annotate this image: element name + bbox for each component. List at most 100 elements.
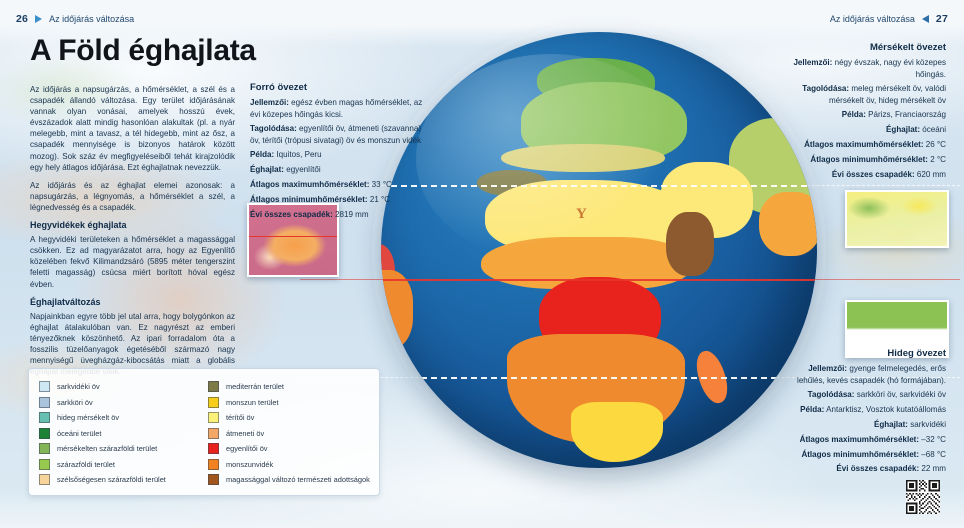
row-label: Jellemzői: bbox=[808, 364, 848, 374]
cold-zone-heading: Hideg övezet bbox=[887, 348, 946, 359]
legend-swatch bbox=[39, 412, 50, 423]
legend-swatch bbox=[208, 396, 219, 408]
legend-swatch bbox=[39, 443, 50, 454]
row-label: Jellemzői: bbox=[250, 98, 289, 108]
row-value: Antarktisz, Vosztok kutatóállomás bbox=[826, 405, 946, 415]
row-value: meleg mérsékelt öv, valódi mérsékelt öv,… bbox=[828, 84, 946, 105]
legend-item-label: mediterrán terület bbox=[226, 382, 284, 391]
row-value: egész évben magas hőmérséklet, az évi kö… bbox=[250, 98, 423, 119]
row-value: egyenlítői bbox=[286, 165, 321, 175]
row-label: Átlagos maximumhőmérséklet: bbox=[804, 140, 924, 150]
row-value: 21 °C bbox=[369, 194, 391, 204]
qr-code[interactable] bbox=[906, 480, 940, 514]
left-text-column: Az időjárás a napsugárzás, a hőmérséklet… bbox=[30, 84, 235, 384]
legend-swatch bbox=[39, 458, 50, 470]
row-value: sarkköri öv, sarkvidéki öv bbox=[856, 390, 946, 400]
page-number-left: 26 bbox=[16, 13, 29, 25]
cold-zone-row: Évi összes csapadék: 22 mm bbox=[782, 463, 946, 474]
row-label: Átlagos maximumhőmérséklet: bbox=[799, 434, 920, 444]
legend-item-label: monszunvidék bbox=[226, 459, 274, 469]
row-value: Párizs, Franciaország bbox=[868, 110, 946, 120]
legend-item: mérsékelten szárazföldi terület bbox=[39, 441, 202, 456]
temperate-zone-row: Tagolódása: meleg mérsékelt öv, valódi m… bbox=[782, 83, 946, 106]
legend-item-label: egyenlítői öv bbox=[226, 444, 268, 453]
cold-zone-row: Példa: Antarktisz, Vosztok kutatóállomás bbox=[782, 404, 946, 415]
climate-change-heading: Éghajlatváltozás bbox=[30, 296, 101, 307]
cold-zone-row: Tagolódása: sarkköri öv, sarkvidéki öv bbox=[782, 389, 946, 400]
hot-zone-row: Átlagos minimumhőmérséklet: 21 °C bbox=[250, 194, 425, 205]
row-label: Példa: bbox=[250, 150, 275, 160]
row-label: Évi összes csapadék: bbox=[836, 464, 920, 474]
row-value: –68 °C bbox=[921, 449, 946, 459]
legend-item-label: hideg mérsékelt öv bbox=[57, 413, 120, 422]
row-label: Átlagos minimumhőmérséklet: bbox=[250, 194, 368, 204]
legend-swatch bbox=[208, 458, 219, 470]
row-label: Átlagos maximumhőmérséklet: bbox=[250, 180, 370, 190]
legend-item: átmeneti öv bbox=[208, 426, 371, 441]
legend-swatch bbox=[39, 381, 50, 392]
legend-item-label: térítői öv bbox=[226, 413, 255, 422]
legend-item: hideg mérsékelt öv bbox=[39, 410, 202, 425]
row-label: Éghajlat: bbox=[873, 419, 908, 429]
row-value: Iquitos, Peru bbox=[276, 150, 322, 160]
map-legend: sarkvidéki öv sarkköri öv hideg mérsékelt … bbox=[28, 368, 380, 496]
row-label: Tagolódása: bbox=[250, 124, 297, 134]
row-value: négy évszak, nagy évi közepes hőingás. bbox=[834, 58, 946, 79]
row-label: Éghajlat: bbox=[886, 125, 921, 135]
cold-zone-row: Átlagos maximumhőmérséklet: –32 °C bbox=[782, 434, 946, 445]
page-header-left: 26 Az időjárás változása bbox=[16, 10, 134, 28]
page-number-right: 27 bbox=[935, 13, 948, 25]
legend-item: óceáni terület bbox=[39, 426, 202, 441]
legend-item: szárazföldi terület bbox=[39, 457, 202, 472]
antarctic-inset bbox=[845, 300, 949, 358]
row-label: Tagolódása: bbox=[807, 390, 855, 400]
temperate-zone-row: Átlagos maximumhőmérséklet: 26 °C bbox=[782, 139, 946, 150]
row-label: Jellemzői: bbox=[793, 58, 833, 68]
row-value: gyenge felmelegedés, erős lehűlés, kevés… bbox=[797, 364, 946, 385]
amazon-satellite-inset bbox=[247, 203, 339, 277]
cold-zone-row: Átlagos minimumhőmérséklet: –68 °C bbox=[782, 449, 946, 460]
triangle-right-icon bbox=[35, 15, 43, 23]
row-label: Példa: bbox=[800, 405, 825, 415]
row-value: –32 °C bbox=[921, 434, 946, 444]
legend-item-label: mérsékelten szárazföldi terület bbox=[57, 444, 158, 453]
legend-item-label: szélsőségesen szárazföldi terület bbox=[57, 475, 166, 484]
legend-swatch bbox=[208, 427, 219, 439]
temperate-zone-box: Mérsékelt övezet Jellemzői: négy évszak,… bbox=[782, 42, 946, 183]
legend-item: monszunvidék bbox=[208, 457, 371, 472]
legend-swatch bbox=[208, 443, 219, 454]
legend-swatch bbox=[39, 474, 50, 485]
legend-column-1: sarkvidéki öv sarkköri öv hideg mérsékelt … bbox=[39, 379, 202, 487]
temperate-zone-row: Példa: Párizs, Franciaország bbox=[782, 109, 946, 120]
legend-item: térítői öv bbox=[208, 410, 371, 425]
hot-zone-box: Forró övezet Jellemzői: egész évben maga… bbox=[250, 82, 425, 223]
legend-item-label: monszun terület bbox=[226, 397, 279, 407]
chapter-label-right: Az időjárás változása bbox=[829, 14, 915, 24]
legend-item-label: szárazföldi terület bbox=[57, 459, 115, 469]
legend-item: szélsőségesen szárazföldi terület bbox=[39, 472, 202, 487]
temperate-zone-row: Átlagos minimumhőmérséklet: 2 °C bbox=[782, 154, 946, 165]
row-label: Évi összes csapadék: bbox=[831, 169, 915, 179]
legend-item-label: magassággal változó természeti adottságo… bbox=[226, 475, 370, 484]
hot-zone-row: Példa: Iquitos, Peru bbox=[250, 149, 425, 160]
intro-paragraph-2: Az időjárás és az éghajlat elemei azonos… bbox=[30, 180, 235, 212]
row-label: Évi összes csapadék: bbox=[250, 209, 333, 219]
page-title: A Föld éghajlata bbox=[30, 34, 256, 67]
row-label: Éghajlat: bbox=[250, 165, 284, 175]
legend-item-label: átmeneti öv bbox=[226, 428, 265, 438]
row-value: 2819 mm bbox=[335, 209, 369, 219]
legend-item-label: sarkvidéki öv bbox=[57, 382, 100, 391]
row-label: Átlagos minimumhőmérséklet: bbox=[810, 154, 928, 164]
temperate-zone-row: Évi összes csapadék: 620 mm bbox=[782, 169, 946, 180]
hot-zone-row: Éghajlat: egyenlítői bbox=[250, 164, 425, 175]
row-value: 620 mm bbox=[916, 169, 946, 179]
legend-swatch bbox=[208, 412, 219, 423]
row-value: 22 mm bbox=[921, 464, 946, 474]
row-value: egyenlítői öv, átmeneti (szavanna) öv, t… bbox=[250, 124, 422, 145]
legend-item-label: sarkköri öv bbox=[57, 397, 93, 407]
temperate-zone-row: Éghajlat: óceáni bbox=[782, 124, 946, 135]
hot-zone-row: Évi összes csapadék: 2819 mm bbox=[250, 209, 425, 220]
mountain-climate-heading: Hegyvidékek éghajlata bbox=[30, 220, 127, 231]
row-value: 33 °C bbox=[371, 180, 392, 190]
row-label: Átlagos minimumhőmérséklet: bbox=[801, 449, 920, 459]
